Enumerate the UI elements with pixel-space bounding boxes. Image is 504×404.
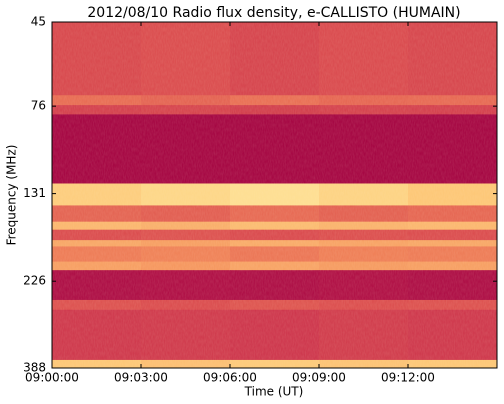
x-axis-label: Time (UT): [244, 385, 304, 399]
y-tick-label: 226: [23, 274, 46, 288]
y-tick-label: 45: [31, 15, 46, 29]
y-tick-label: 131: [23, 186, 46, 200]
x-tick-label: 09:12:00: [381, 371, 435, 385]
texture: [52, 22, 497, 368]
chart-title: 2012/08/10 Radio flux density, e-CALLIST…: [87, 5, 460, 21]
axes-frame: [51, 21, 498, 369]
y-axis-label: Frequency (MHz): [5, 145, 19, 246]
x-tick-label: 09:03:00: [114, 371, 168, 385]
y-tick-label: 388: [23, 361, 46, 375]
y-tick-label: 76: [31, 99, 46, 113]
x-tick-label: 09:09:00: [292, 371, 346, 385]
x-tick-label: 09:06:00: [203, 371, 257, 385]
x-tick-label: 09:00:00: [25, 371, 79, 385]
